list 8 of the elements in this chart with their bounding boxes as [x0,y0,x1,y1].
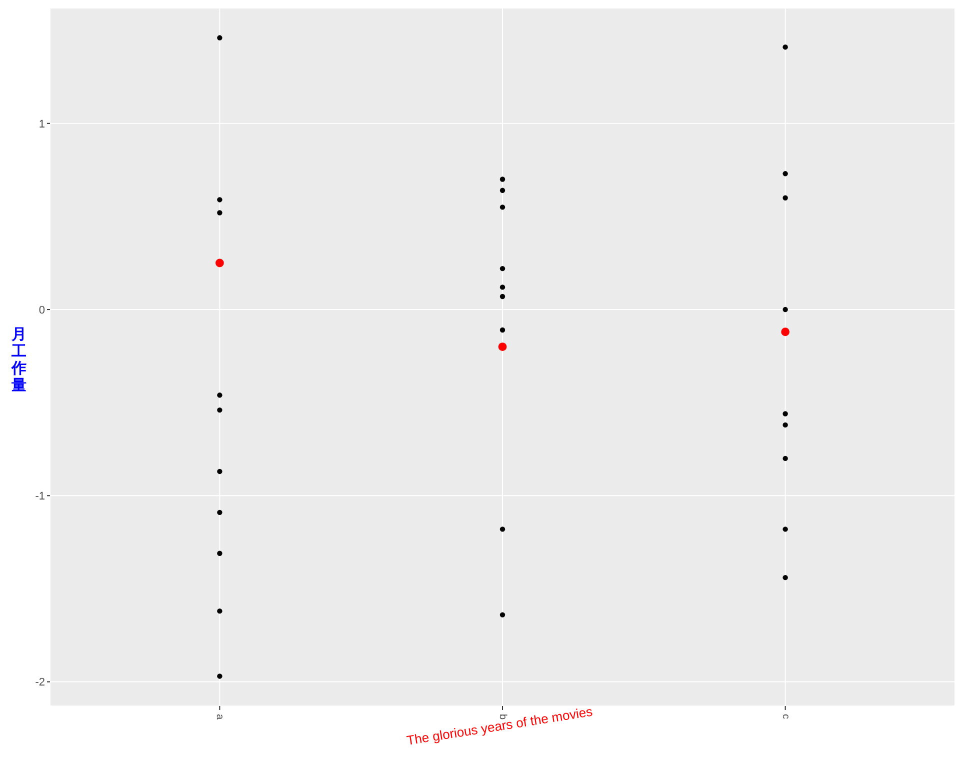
y-tick-label: 0 [38,304,45,316]
x-tick-label: a [214,714,226,720]
y-axis-title: 月工作量 [10,326,28,394]
x-tick-label: b [497,714,508,720]
y-tick-label: 1 [38,118,45,130]
y-tick-label: -1 [35,490,45,503]
y-tick-label: -2 [35,676,45,689]
x-tick-label: c [780,714,791,719]
